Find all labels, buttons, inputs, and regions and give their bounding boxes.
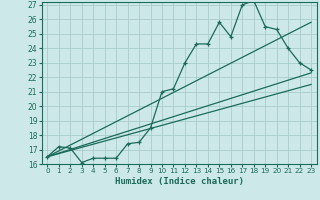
X-axis label: Humidex (Indice chaleur): Humidex (Indice chaleur): [115, 177, 244, 186]
